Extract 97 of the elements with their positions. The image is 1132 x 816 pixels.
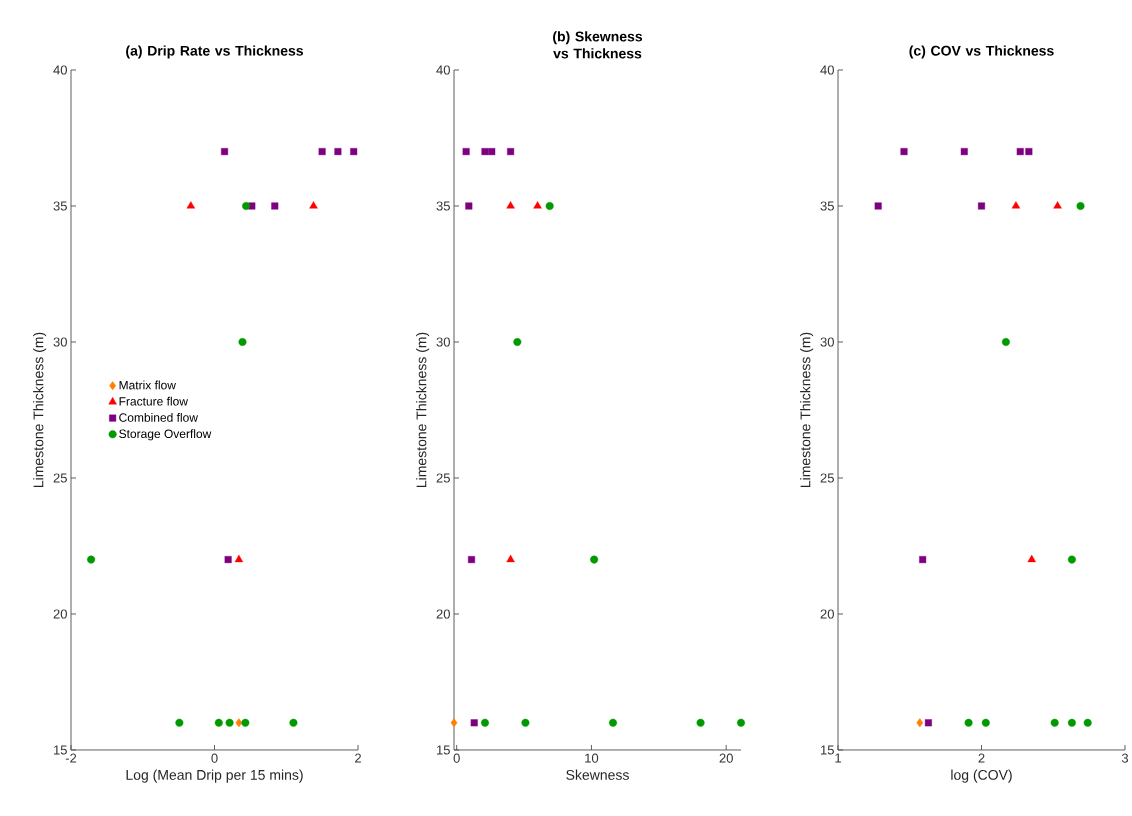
point — [1011, 201, 1021, 209]
point — [1067, 555, 1076, 564]
point — [334, 148, 342, 156]
y-axis-title: Limestone Thickness (m) — [416, 332, 430, 488]
point — [175, 718, 184, 727]
x-axis-title: Log (Mean Drip per 15 mins) — [126, 769, 303, 783]
y-tick-label: 25 — [820, 473, 834, 483]
point — [468, 556, 476, 564]
chart-title: (a) Drip Rate vs Thickness — [126, 45, 303, 59]
point — [874, 202, 882, 210]
point — [1067, 718, 1076, 727]
point — [318, 148, 326, 156]
point — [214, 718, 223, 727]
y-tick-label: 30 — [820, 337, 834, 347]
point — [1027, 554, 1036, 563]
point — [609, 718, 617, 727]
point — [506, 201, 515, 209]
point — [924, 719, 932, 727]
y-tick-label: 20 — [53, 609, 67, 619]
x-axis-title: Skewness — [566, 769, 629, 780]
point — [470, 719, 478, 727]
point — [87, 555, 96, 564]
point — [1053, 201, 1062, 209]
point — [238, 337, 247, 346]
legend-label: Matrix flow — [119, 380, 176, 390]
point — [225, 718, 234, 727]
y-tick-label: 25 — [53, 473, 67, 483]
point — [964, 718, 973, 727]
point — [513, 337, 522, 346]
point — [696, 718, 705, 727]
point — [545, 201, 554, 210]
legend-label: Storage Overflow — [119, 429, 212, 441]
point — [224, 556, 232, 564]
y-tick-label: 25 — [436, 473, 450, 483]
point — [309, 201, 318, 209]
point — [737, 718, 745, 727]
point — [590, 555, 599, 564]
point — [271, 202, 279, 210]
y-tick-label: 35 — [436, 201, 450, 211]
y-tick-label: 30 — [436, 337, 450, 347]
point — [916, 718, 924, 728]
point — [488, 148, 496, 156]
point — [221, 148, 229, 156]
point — [533, 201, 542, 209]
y-tick-label: 20 — [436, 609, 450, 619]
point — [350, 148, 358, 156]
point — [234, 554, 244, 563]
y-tick-label: 15 — [54, 745, 67, 755]
point — [1076, 201, 1085, 210]
point — [235, 718, 243, 728]
point — [450, 718, 458, 728]
x-tick-label: 2 — [978, 753, 985, 763]
x-tick-label: 0 — [211, 753, 218, 763]
chart-title: (b) Skewness vs Thickness — [553, 31, 643, 59]
point — [900, 148, 908, 156]
x-tick-label: 10 — [585, 753, 599, 763]
y-tick-label: 15 — [821, 745, 834, 755]
y-tick-label: 35 — [53, 201, 67, 211]
point — [1083, 718, 1092, 727]
point — [462, 148, 470, 156]
point — [1001, 337, 1010, 346]
point — [978, 202, 986, 210]
x-tick-label: 0 — [453, 753, 460, 763]
x-tick-label: 2 — [355, 753, 361, 763]
point — [481, 148, 489, 156]
point — [919, 556, 927, 564]
y-tick-label: 40 — [820, 65, 834, 75]
point — [506, 554, 515, 563]
y-tick-label: 15 — [437, 745, 450, 755]
x-tick-label: 3 — [1121, 753, 1129, 763]
y-tick-label: 40 — [436, 65, 450, 75]
point — [289, 718, 298, 727]
y-tick-label: 35 — [820, 201, 834, 211]
point — [186, 201, 196, 209]
point — [241, 718, 250, 727]
point — [981, 718, 990, 727]
y-tick-label: 40 — [53, 65, 67, 75]
point — [521, 718, 530, 727]
legend-label: Fracture flow — [119, 396, 188, 406]
y-tick-label: 20 — [820, 609, 834, 619]
x-tick-label: 20 — [719, 753, 733, 763]
legend-label: Combined flow — [119, 413, 198, 422]
point — [507, 148, 515, 156]
y-tick-label: 30 — [53, 337, 67, 347]
y-axis-title: Limestone Thickness (m) — [33, 332, 47, 488]
x-axis-title: log (COV) — [951, 769, 1012, 783]
point — [242, 201, 251, 210]
x-tick-label: 1 — [835, 753, 841, 763]
point — [465, 202, 473, 210]
chart-title: (c) COV vs Thickness — [909, 45, 1054, 59]
point — [481, 718, 489, 727]
point — [960, 148, 968, 156]
y-axis-title: Limestone Thickness (m) — [800, 332, 814, 488]
x-tick-label: -2 — [65, 753, 77, 763]
point — [1016, 148, 1024, 156]
point — [1025, 148, 1033, 156]
point — [1050, 718, 1059, 727]
